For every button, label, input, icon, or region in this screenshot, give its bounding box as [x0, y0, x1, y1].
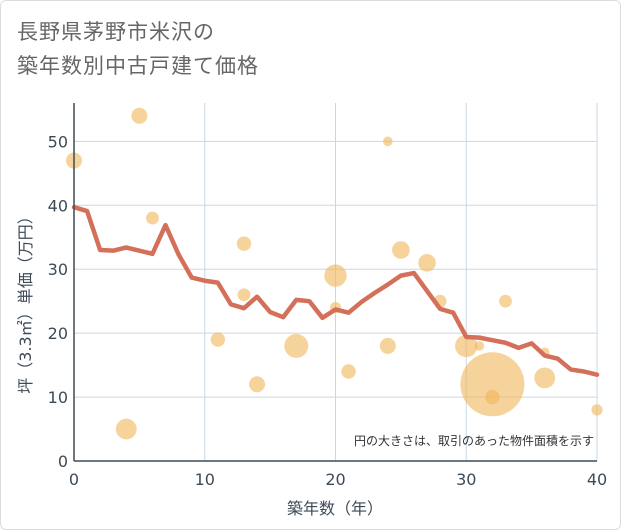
x-tick-label: 0	[69, 470, 79, 489]
bubble-point	[499, 294, 512, 308]
bubble-point	[341, 364, 356, 379]
bubble-point	[418, 254, 436, 272]
bubble-point	[474, 341, 485, 351]
y-tick-label: 30	[48, 260, 68, 279]
bubble-series	[66, 107, 603, 440]
bubble-point	[324, 264, 347, 287]
bubble-point	[455, 334, 478, 358]
bubble-point	[249, 376, 266, 393]
x-tick-label: 30	[456, 470, 476, 489]
bubble-point	[591, 404, 603, 416]
x-tick-label: 20	[325, 470, 345, 489]
x-tick-label: 10	[195, 470, 215, 489]
bubble-point	[460, 352, 525, 417]
y-tick-label: 50	[48, 132, 68, 151]
bubble-point	[534, 367, 556, 389]
bubble-point	[237, 288, 251, 302]
bubble-point	[379, 337, 396, 354]
bubble-point	[131, 107, 148, 124]
bubble-point	[485, 389, 500, 405]
average-line-series	[71, 204, 600, 377]
x-tick-label: 40	[587, 470, 607, 489]
x-axis-label: 築年数（年）	[287, 499, 383, 518]
bubble-point	[236, 236, 252, 251]
y-tick-label: 10	[48, 388, 68, 407]
bubble-point	[392, 241, 410, 259]
y-tick-label: 40	[48, 196, 68, 215]
chart-title-line2: 築年数別中古戸建て価格	[17, 54, 259, 78]
bubble-point	[146, 211, 159, 225]
bubble-point	[210, 332, 226, 347]
bubble-point	[284, 333, 309, 358]
average-price-line	[71, 204, 600, 377]
y-tick-label: 20	[48, 324, 68, 343]
bubble-point	[383, 136, 393, 147]
y-tick-label: 0	[58, 452, 68, 471]
chart-title-line1: 長野県茅野市米沢の	[17, 20, 215, 44]
tick-labels: 0 10 20 30 40 0 10 20 30 40 50	[48, 132, 608, 489]
chart-title: 長野県茅野市米沢の 築年数別中古戸建て価格	[17, 15, 437, 83]
y-axis-label: 坪（3.3㎡）単価（万円）	[16, 208, 35, 393]
bubble-point	[115, 418, 137, 440]
size-legend-note: 円の大きさは、取引のあった物件面積を示す	[354, 433, 594, 448]
axes	[73, 103, 597, 462]
